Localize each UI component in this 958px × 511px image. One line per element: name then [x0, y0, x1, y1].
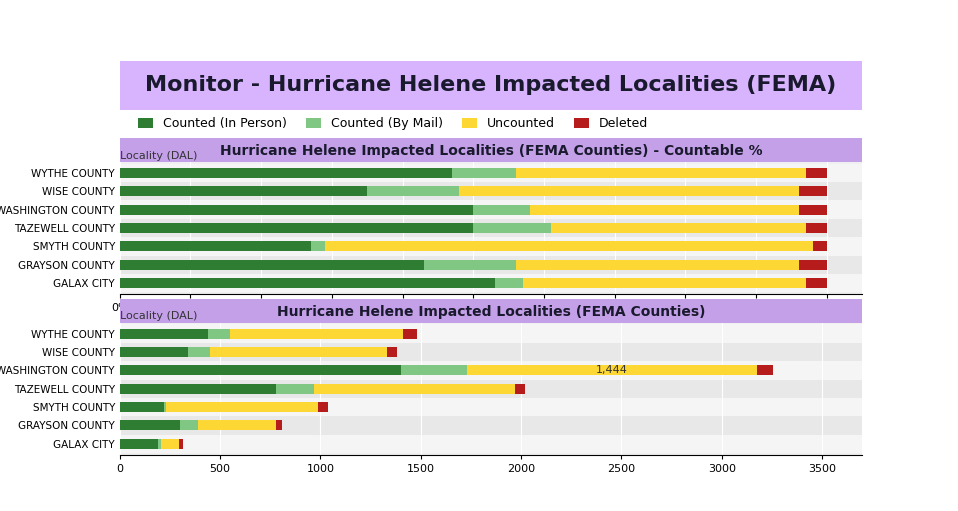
Bar — [276, 421, 283, 430]
Bar — [120, 347, 188, 357]
Bar — [276, 384, 314, 394]
Bar — [400, 365, 467, 376]
Bar — [158, 439, 161, 449]
Bar — [494, 278, 523, 288]
Bar — [473, 204, 530, 215]
Bar — [467, 365, 757, 376]
Bar — [120, 200, 958, 219]
Bar — [806, 168, 827, 178]
Bar — [180, 421, 198, 430]
Bar — [120, 343, 958, 361]
Bar — [120, 274, 958, 292]
Bar — [120, 398, 958, 416]
Bar — [452, 168, 515, 178]
Bar — [120, 223, 473, 233]
Bar — [179, 439, 183, 449]
Bar — [530, 204, 799, 215]
Bar — [188, 347, 210, 357]
Bar — [120, 260, 423, 270]
Bar — [161, 439, 179, 449]
Bar — [120, 237, 958, 256]
Bar — [198, 421, 276, 430]
Bar — [551, 223, 806, 233]
Bar — [515, 168, 806, 178]
Bar — [120, 164, 958, 182]
Bar — [473, 223, 551, 233]
Bar — [120, 204, 473, 215]
X-axis label: % of Total Count of 1 Oct DAL: % of Total Count of 1 Oct DAL — [409, 319, 573, 329]
Bar — [210, 347, 387, 357]
Bar — [120, 365, 400, 376]
Text: 1,444: 1,444 — [596, 365, 627, 376]
Bar — [120, 439, 158, 449]
Bar — [402, 329, 417, 339]
Text: Hurricane Helene Impacted Localities (FEMA Counties): Hurricane Helene Impacted Localities (FE… — [277, 305, 705, 319]
Bar — [120, 380, 958, 398]
Bar — [515, 260, 799, 270]
Bar — [120, 241, 310, 251]
Text: Hurricane Helene Impacted Localities (FEMA Counties) - Countable %: Hurricane Helene Impacted Localities (FE… — [219, 144, 763, 158]
Bar — [120, 256, 958, 274]
Bar — [459, 186, 799, 196]
Bar — [120, 384, 276, 394]
Bar — [230, 329, 402, 339]
Bar — [120, 182, 958, 200]
Bar — [120, 361, 958, 380]
Bar — [806, 278, 827, 288]
Bar — [314, 384, 515, 394]
Bar — [799, 260, 827, 270]
Bar — [812, 241, 827, 251]
Bar — [310, 241, 325, 251]
Bar — [120, 421, 180, 430]
Bar — [208, 329, 230, 339]
Bar — [120, 402, 164, 412]
Bar — [806, 223, 827, 233]
Text: Locality (DAL): Locality (DAL) — [120, 311, 197, 321]
Bar — [757, 365, 773, 376]
Bar — [120, 324, 958, 343]
Bar — [120, 278, 494, 288]
Bar — [318, 402, 329, 412]
Bar — [120, 416, 958, 434]
Bar — [799, 204, 827, 215]
Bar — [120, 329, 208, 339]
Bar — [523, 278, 806, 288]
Bar — [120, 186, 367, 196]
Text: Monitor - Hurricane Helene Impacted Localities (FEMA): Monitor - Hurricane Helene Impacted Loca… — [146, 76, 836, 96]
Bar — [515, 384, 525, 394]
Legend: Counted (In Person), Counted (By Mail), Uncounted, Deleted: Counted (In Person), Counted (By Mail), … — [133, 112, 652, 135]
Bar — [799, 186, 827, 196]
Bar — [164, 402, 166, 412]
Bar — [325, 241, 812, 251]
Bar — [423, 260, 515, 270]
Bar — [120, 219, 958, 237]
Bar — [166, 402, 318, 412]
Bar — [367, 186, 459, 196]
Bar — [120, 434, 958, 453]
Bar — [120, 168, 452, 178]
Text: Locality (DAL): Locality (DAL) — [120, 151, 197, 160]
Bar — [387, 347, 397, 357]
